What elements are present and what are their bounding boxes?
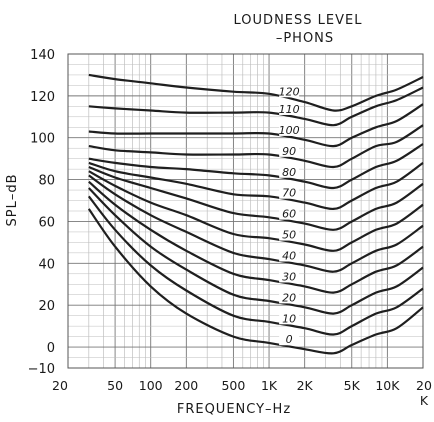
loudness-curve-100-phon (88, 103, 424, 148)
x-tick-label: 1K (261, 378, 278, 393)
curve-label-bg-20 (279, 292, 300, 304)
y-tick-label: 140 (30, 48, 55, 63)
curve-label-60: 60 (282, 208, 296, 221)
loudness-curve-120-phon (88, 73, 424, 112)
x-axis-label: FREQUENCY–Hz (177, 402, 291, 417)
loudness-curve-110-phon (88, 86, 424, 127)
y-tick-label: 100 (30, 132, 55, 147)
curve-label-bg-90 (279, 145, 300, 157)
curve-label-bg-10 (279, 313, 300, 325)
plot-frame (67, 53, 424, 369)
x-tick-label: 5K (344, 378, 361, 393)
curve-label-bg-110 (279, 103, 300, 115)
y-axis-ticks: −10 0 20 40 60 80 100 120 140 (28, 48, 55, 377)
loudness-curve-0-phon (87, 208, 424, 355)
curve-label-bg-120 (279, 86, 300, 98)
x-tick-label: 50 (107, 378, 123, 393)
curve-label-30: 30 (282, 270, 296, 283)
x-tick-label: 20 (52, 378, 68, 393)
curve-label-bg-80 (279, 166, 300, 178)
curve-label-50: 50 (282, 229, 296, 242)
x-tick-label: 200 (174, 378, 198, 393)
y-tick-label: 60 (38, 215, 55, 230)
curve-label-bg-0 (279, 334, 300, 346)
loudness-curve-80-phon (88, 143, 424, 190)
loudness-curve-60-phon (88, 165, 424, 231)
y-tick-label: 20 (38, 299, 55, 314)
curve-label-120: 120 (279, 85, 300, 98)
loudness-curve-40-phon (88, 174, 424, 273)
curve-label-80: 80 (282, 166, 296, 179)
y-tick-label: −10 (28, 362, 55, 377)
y-tick-label: 80 (38, 174, 55, 189)
y-tick-label: 120 (30, 90, 55, 105)
loudness-curves (87, 73, 424, 355)
curve-label-10: 10 (282, 312, 296, 325)
x-axis-ticks: 20 50 100 200 500 1K 2K 5K 10K 20 (52, 378, 432, 393)
y-tick-label: 0 (47, 341, 55, 356)
curve-label-70: 70 (282, 187, 296, 200)
curve-label-90: 90 (282, 145, 296, 158)
x-tick-label: 2K (297, 378, 314, 393)
curve-label-bg-100 (279, 124, 300, 136)
curve-labels: 0 10 20 30 40 50 60 70 80 90 100 110 120 (279, 85, 300, 346)
curve-label-bg-30 (279, 271, 300, 283)
x-axis-tick-extra: K (420, 393, 429, 408)
loudness-curve-20-phon (88, 187, 424, 315)
x-tick-label: 10K (375, 378, 400, 393)
x-tick-label: 500 (221, 378, 245, 393)
grid (67, 53, 424, 369)
curve-label-bg-70 (279, 187, 300, 199)
loudness-curve-50-phon (88, 170, 424, 252)
loudness-curve-30-phon (88, 180, 424, 294)
y-tick-label: 40 (38, 257, 55, 272)
x-tick-label: 20 (416, 378, 432, 393)
legend-title-line2: –PHONS (276, 31, 334, 46)
curve-label-100: 100 (279, 124, 300, 137)
curve-label-bg-60 (279, 208, 300, 220)
x-tick-label: 100 (139, 378, 163, 393)
curve-label-40: 40 (282, 250, 296, 263)
loudness-curve-10-phon (87, 195, 424, 336)
curve-label-110: 110 (279, 103, 300, 116)
curve-label-0: 0 (286, 333, 293, 346)
legend-title-line1: LOUDNESS LEVEL (234, 13, 363, 28)
loudness-curve-90-phon (88, 124, 424, 169)
curve-label-bg-40 (279, 250, 300, 262)
curve-label-bg-50 (279, 229, 300, 241)
y-axis-label: SPL–dB (5, 173, 20, 226)
loudness-curve-70-phon (88, 161, 424, 211)
curve-label-20: 20 (282, 291, 296, 304)
